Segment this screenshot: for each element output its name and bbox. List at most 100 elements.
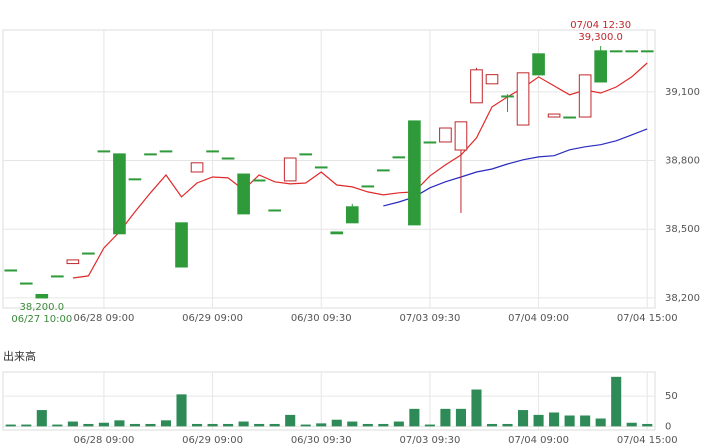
candle-body [51,275,64,278]
volume-bar [440,408,451,427]
volume-bar [595,418,606,427]
candle-body [19,282,33,285]
y-tick-label: 38,200 [665,293,700,304]
volume-bar [129,423,140,427]
candle-body [345,206,359,224]
candle-body [563,116,576,119]
candle-body [268,209,281,212]
extreme-time-label: 07/04 12:30 [570,20,631,31]
volume-bar [455,408,466,427]
volume-bar [36,410,47,427]
extreme-time-label: 06/27 10:00 [11,314,72,325]
volume-bar [471,389,482,427]
volume-bar [502,423,513,427]
candle-body [640,50,654,53]
candle-body [190,162,204,173]
candle-body [283,157,297,182]
volume-bar [409,408,420,427]
candle-body [82,252,95,255]
candle-body [144,153,157,156]
candle-body [4,269,18,272]
candle-body [221,157,235,160]
y-tick-label: 38,800 [665,156,700,167]
candle-body [454,121,468,151]
y-tick-label: 0 [665,421,671,432]
volume-bar [285,414,296,427]
volume-bar [52,424,63,427]
candle-body [439,127,452,143]
candle-body [206,150,219,153]
volume-bar [160,420,172,427]
candle-body [392,156,406,159]
candle-body [408,120,421,226]
volume-bar [424,424,435,427]
candle-body [532,53,545,76]
volume-bar [254,423,265,427]
volume-bar [67,421,78,427]
candle-body [252,179,266,182]
volume-bar [98,422,109,427]
candle-body [97,150,111,153]
volume-bar [269,423,280,427]
candle-body [175,222,188,268]
x-tick-label: 07/04 09:00 [508,313,569,324]
candle-body [578,74,592,118]
candle-body [516,72,530,126]
price-panel [2,29,656,309]
volume-bar [300,424,311,427]
volume-bar [347,421,358,427]
volume-panel [2,371,656,431]
candle-body [485,74,499,85]
volume-bar [533,414,544,427]
candle-body [625,50,639,53]
volume-bar [626,422,637,427]
volume-bar [393,421,404,427]
volume-title: 出来高 [3,349,36,363]
candle-body [609,50,623,53]
y-tick-label: 38,500 [665,224,700,235]
volume-bar [316,423,327,427]
candle-body [594,50,607,83]
candle-body [377,169,390,172]
x-tick-label: 07/04 09:00 [508,435,569,445]
volume-bar [486,423,498,427]
volume-bar [5,424,16,427]
volume-bar [207,423,218,427]
candle-body [159,150,173,153]
volume-bar [192,423,203,427]
x-tick-label: 07/04 15:00 [617,435,678,445]
volume-bar [518,410,529,427]
x-tick-label: 07/03 09:30 [399,435,460,445]
candle-body [470,69,483,104]
x-tick-label: 07/03 09:30 [399,313,460,324]
volume-bar [238,421,249,427]
candle-body [237,173,250,215]
y-tick-label: 50 [665,391,678,402]
candle-body [547,113,561,118]
x-tick-label: 06/30 09:30 [291,435,352,445]
candle-body [66,259,80,265]
candle-body [501,95,514,98]
extreme-value-label: 39,300.0 [578,32,623,43]
volume-bar [564,415,575,427]
candle-body [35,293,49,299]
x-tick-label: 06/29 09:00 [182,435,243,445]
volume-bar [362,423,373,427]
volume-bar [114,420,125,427]
candle-body [314,166,328,169]
candle-body [113,153,126,235]
candle-body [361,185,375,188]
candle-body [330,231,344,235]
candle-body [128,178,142,181]
x-tick-label: 06/28 09:00 [73,313,134,324]
volume-bar [145,423,156,427]
x-tick-label: 07/04 15:00 [617,313,678,324]
volume-bar [176,394,187,427]
moving-average [383,128,648,207]
moving-average [72,62,648,279]
x-tick-label: 06/30 09:30 [291,313,352,324]
candle-body [299,153,313,156]
volume-bar [21,424,32,427]
volume-bar [580,415,591,427]
